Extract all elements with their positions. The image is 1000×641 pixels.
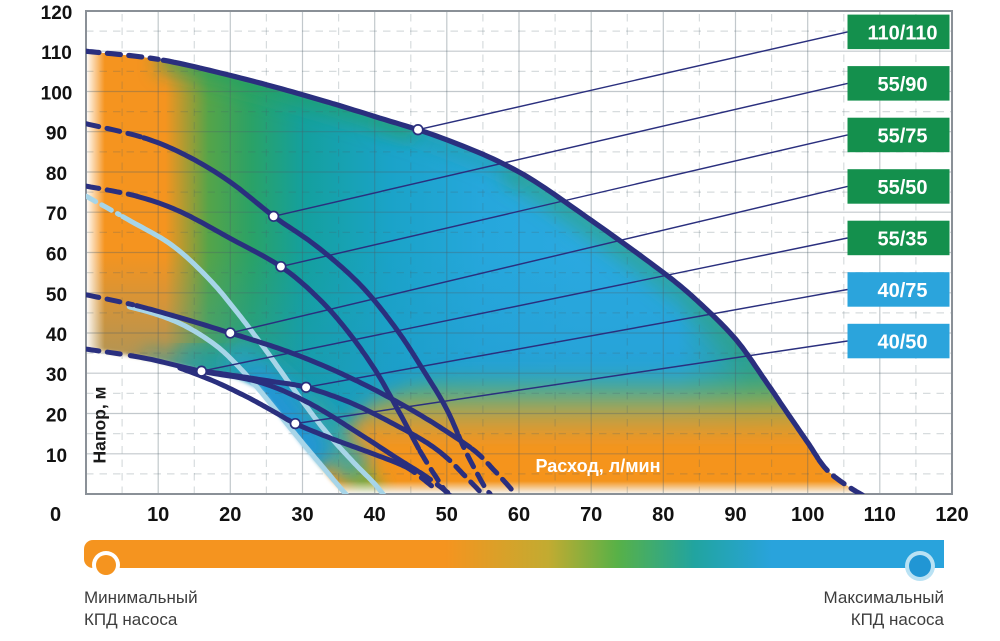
svg-text:55/90: 55/90 [877,74,927,96]
svg-text:Минимальный: Минимальный [84,588,198,607]
svg-text:70: 70 [580,504,602,526]
svg-text:120: 120 [935,504,968,526]
svg-text:40/50: 40/50 [877,332,927,354]
svg-text:90: 90 [724,504,746,526]
svg-text:100: 100 [791,504,824,526]
svg-text:30: 30 [291,504,313,526]
svg-text:110/110: 110/110 [867,22,937,44]
svg-text:10: 10 [46,446,67,467]
svg-text:50: 50 [436,504,458,526]
svg-text:70: 70 [46,204,67,225]
svg-text:50: 50 [46,285,67,306]
svg-text:20: 20 [219,504,241,526]
svg-text:Расход, л/мин: Расход, л/мин [536,456,661,476]
svg-text:80: 80 [652,504,674,526]
svg-text:40/75: 40/75 [877,280,927,302]
svg-text:КПД насоса: КПД насоса [84,610,178,629]
svg-text:40: 40 [364,504,386,526]
svg-text:90: 90 [46,124,67,145]
svg-text:КПД насоса: КПД насоса [851,610,945,629]
svg-text:10: 10 [147,504,169,526]
svg-text:120: 120 [41,3,73,24]
svg-text:0: 0 [50,504,61,526]
svg-text:55/35: 55/35 [877,228,927,250]
svg-text:110: 110 [41,43,72,64]
svg-text:30: 30 [46,365,67,386]
svg-text:100: 100 [41,84,73,105]
svg-text:110: 110 [864,504,896,526]
svg-text:20: 20 [46,406,67,427]
svg-text:40: 40 [46,325,67,346]
svg-text:60: 60 [508,504,530,526]
svg-text:60: 60 [46,245,67,266]
svg-text:80: 80 [46,164,67,185]
svg-text:55/75: 55/75 [877,125,927,147]
svg-text:Максимальный: Максимальный [824,588,944,607]
svg-text:55/50: 55/50 [877,177,927,199]
svg-text:Напор, м: Напор, м [90,387,110,464]
